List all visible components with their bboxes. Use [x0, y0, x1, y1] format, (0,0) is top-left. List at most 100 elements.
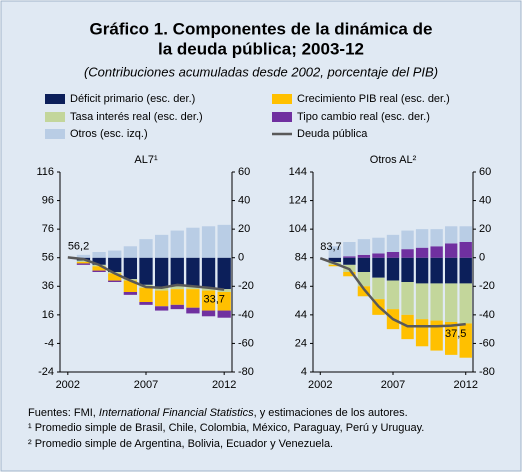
bar-segment [445, 226, 458, 244]
bar-segment [123, 257, 138, 280]
bar-segment [170, 286, 184, 290]
y2-tick-label: -40 [238, 309, 254, 321]
y2-tick-label: -40 [479, 309, 495, 321]
bar-segment [76, 260, 91, 262]
bar-segment [372, 237, 385, 254]
legend-label: Déficit primario (esc. der.) [70, 93, 195, 105]
bar-segment [139, 239, 153, 258]
bar-segment [415, 283, 429, 320]
x-tick-label: 2012 [212, 379, 236, 391]
bar-segment [415, 247, 429, 258]
bar-segment [343, 242, 356, 257]
y-tick-label: 104 [289, 223, 307, 235]
bar-segment [401, 249, 414, 258]
footnote: ² Promedio simple de Argentina, Bolivia,… [28, 438, 333, 450]
bar-segment [357, 254, 371, 258]
y2-tick-label: 0 [238, 252, 244, 264]
bar-segment [123, 246, 138, 258]
source-suffix: , y estimaciones de los autores. [254, 407, 408, 419]
bar-segment [357, 239, 371, 255]
legend-label: Tasa interés real (esc. der.) [70, 111, 203, 123]
legend-label: Deuda pública [297, 128, 368, 140]
y-tick-label: 124 [289, 194, 307, 206]
bar-segment [201, 290, 216, 311]
panel-title: Otros AL² [370, 154, 417, 166]
bar-segment [459, 283, 472, 324]
bar-segment [459, 242, 472, 258]
legend-swatch [272, 94, 292, 104]
y2-tick-label: -20 [479, 280, 495, 292]
legend-label: Otros (esc. izq.) [70, 128, 148, 140]
title-line: Gráfico 1. Componentes de la dinámica de [90, 19, 433, 38]
bar-segment [186, 227, 200, 258]
bar-segment [139, 257, 153, 285]
bar-segment [154, 290, 169, 307]
y-tick-label: 56 [42, 252, 54, 264]
y-tick-label: -4 [44, 337, 54, 349]
bar-segment [415, 229, 429, 248]
bar-segment [217, 289, 231, 292]
bar-segment [401, 282, 414, 315]
y-tick-label: 16 [42, 309, 54, 321]
bar-segment [386, 252, 400, 258]
bar-segment [201, 287, 216, 291]
bar-segment [154, 234, 169, 258]
y-tick-label: 84 [295, 252, 307, 264]
legend-swatch [272, 112, 292, 122]
y-tick-label: 36 [42, 280, 54, 292]
bar-segment [170, 289, 184, 305]
bar-segment [217, 224, 231, 258]
y2-tick-label: 60 [238, 166, 250, 178]
bar-segment [445, 322, 458, 355]
y2-tick-label: 20 [479, 223, 491, 235]
bar-segment [445, 257, 458, 284]
bar-segment [343, 256, 356, 258]
data-label: 83,7 [320, 241, 341, 253]
legend-label: Crecimiento PIB real (esc. der.) [297, 93, 450, 105]
bar-segment [201, 257, 216, 288]
bar-segment [328, 264, 341, 267]
y2-tick-label: 20 [238, 223, 250, 235]
bar-segment [186, 289, 200, 308]
x-tick-label: 2007 [134, 379, 158, 391]
bar-segment [343, 272, 356, 277]
x-tick-label: 2002 [308, 379, 332, 391]
y2-tick-label: -20 [238, 280, 254, 292]
bar-segment [217, 292, 231, 311]
x-tick-label: 2002 [56, 379, 80, 391]
bar-segment [76, 262, 91, 264]
y-tick-label: 4 [301, 366, 307, 378]
x-tick-label: 2012 [453, 379, 477, 391]
bar-segment [186, 307, 200, 314]
bar-segment [357, 257, 371, 272]
bar-segment [217, 257, 231, 290]
bar-segment [108, 273, 122, 281]
bar-segment [430, 257, 443, 284]
bar-segment [372, 257, 385, 278]
bar-segment [170, 257, 184, 287]
y-tick-label: 44 [295, 309, 307, 321]
bar-segment [201, 226, 216, 258]
bar-segment [328, 257, 341, 262]
y-tick-label: -24 [38, 366, 54, 378]
bar-segment [357, 286, 371, 297]
y2-tick-label: -60 [238, 337, 254, 349]
bar-segment [92, 252, 106, 258]
bar-segment [123, 292, 138, 295]
y2-tick-label: 0 [479, 252, 485, 264]
bar-segment [386, 257, 400, 281]
bar-segment [459, 323, 472, 358]
source-italic: International Financial Statistics [99, 407, 254, 419]
legend-swatch [45, 94, 65, 104]
bar-segment [415, 257, 429, 284]
bar-segment [76, 254, 91, 258]
y2-tick-label: 40 [479, 194, 491, 206]
data-label: 33,7 [203, 293, 224, 305]
subtitle: (Contribuciones acumuladas desde 2002, p… [84, 64, 438, 79]
y2-tick-label: -80 [238, 366, 254, 378]
bar-segment [430, 283, 443, 321]
bar-segment [372, 253, 385, 258]
bar-segment [459, 257, 472, 284]
bar-segment [139, 287, 153, 302]
y2-tick-label: 60 [479, 166, 491, 178]
